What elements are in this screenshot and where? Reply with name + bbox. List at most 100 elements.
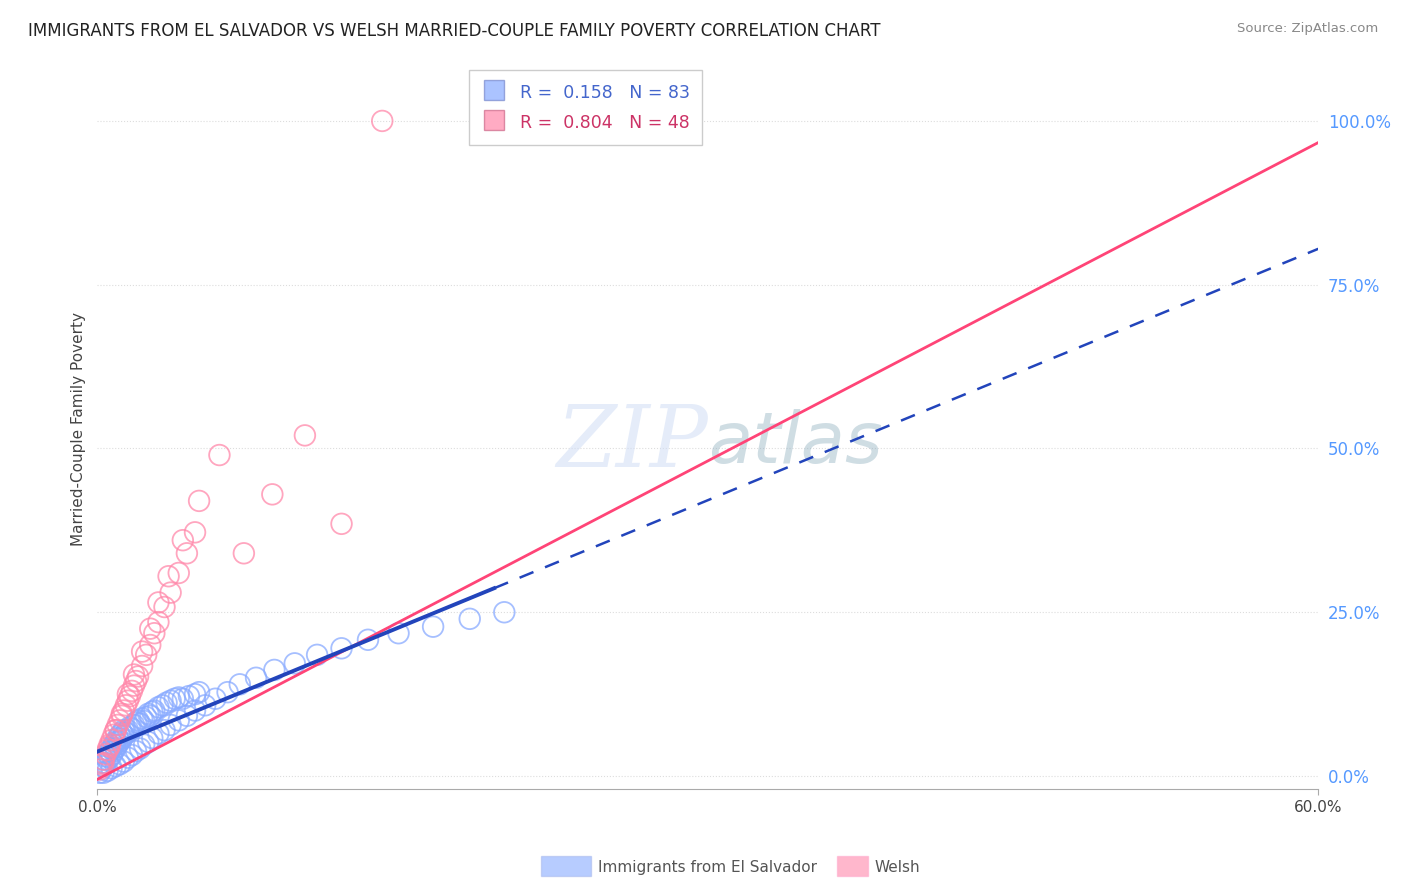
Point xyxy=(100,733,122,747)
Point xyxy=(90,756,112,770)
Point xyxy=(98,744,121,758)
Point xyxy=(93,753,115,767)
Text: Immigrants from El Salvador: Immigrants from El Salvador xyxy=(598,861,817,875)
Point xyxy=(136,735,159,749)
Point xyxy=(125,674,148,689)
Point xyxy=(134,738,156,752)
Point xyxy=(108,728,131,742)
Point xyxy=(294,428,316,442)
Point xyxy=(117,687,139,701)
Point xyxy=(104,735,127,749)
Point xyxy=(148,595,170,609)
Point xyxy=(111,726,134,740)
Point xyxy=(112,704,135,718)
Point xyxy=(330,516,353,531)
Point xyxy=(108,757,131,772)
Point xyxy=(89,765,111,780)
Point xyxy=(357,632,380,647)
Point xyxy=(103,738,125,752)
Point xyxy=(135,710,157,724)
Point xyxy=(155,696,177,710)
Point xyxy=(107,738,129,752)
Point xyxy=(117,723,139,738)
Point xyxy=(262,487,284,501)
Point xyxy=(141,705,163,719)
Point xyxy=(121,722,143,736)
Point xyxy=(159,585,181,599)
Point xyxy=(139,708,162,723)
Point xyxy=(141,731,163,745)
Point xyxy=(118,720,141,734)
Point xyxy=(93,759,115,773)
Point xyxy=(93,765,115,780)
Point xyxy=(107,718,129,732)
Text: atlas: atlas xyxy=(707,409,883,478)
Point xyxy=(307,648,329,662)
Point xyxy=(121,747,143,762)
Text: Welsh: Welsh xyxy=(875,861,920,875)
Point xyxy=(112,723,135,738)
Point xyxy=(143,704,166,718)
Point xyxy=(100,747,122,762)
Point xyxy=(157,569,180,583)
Point xyxy=(96,743,118,757)
Point xyxy=(107,731,129,745)
Point xyxy=(148,726,170,740)
Point xyxy=(284,657,307,671)
Point xyxy=(143,626,166,640)
Point xyxy=(94,756,117,770)
Point xyxy=(125,744,148,758)
Point xyxy=(188,685,211,699)
Point xyxy=(122,718,145,732)
Point xyxy=(184,704,207,718)
Point xyxy=(167,690,190,705)
Point xyxy=(118,689,141,703)
Point xyxy=(90,763,112,777)
Point xyxy=(96,764,118,778)
Point xyxy=(232,546,254,560)
Point xyxy=(117,750,139,764)
Point xyxy=(104,723,127,738)
Point xyxy=(458,612,481,626)
Point xyxy=(104,723,127,738)
Point xyxy=(103,744,125,758)
Point xyxy=(177,689,200,703)
Point xyxy=(93,756,115,770)
Point xyxy=(129,716,152,731)
Point xyxy=(117,694,139,708)
Point xyxy=(167,566,190,580)
Point xyxy=(330,641,353,656)
Legend: R =  0.158   N = 83, R =  0.804   N = 48: R = 0.158 N = 83, R = 0.804 N = 48 xyxy=(470,70,702,145)
Point xyxy=(93,753,115,767)
Point xyxy=(112,755,135,769)
Point xyxy=(148,700,170,714)
Point xyxy=(135,648,157,662)
Point xyxy=(494,605,516,619)
Point xyxy=(100,741,122,756)
Point xyxy=(98,738,121,752)
Point xyxy=(94,749,117,764)
Point xyxy=(172,691,194,706)
Text: IMMIGRANTS FROM EL SALVADOR VS WELSH MARRIED-COUPLE FAMILY POVERTY CORRELATION C: IMMIGRANTS FROM EL SALVADOR VS WELSH MAR… xyxy=(28,22,880,40)
Point xyxy=(139,638,162,652)
Point xyxy=(90,757,112,772)
Point xyxy=(108,714,131,728)
Point xyxy=(103,728,125,742)
Point xyxy=(422,620,444,634)
Point xyxy=(167,714,190,728)
Point xyxy=(263,663,285,677)
Point xyxy=(184,525,207,540)
Point xyxy=(163,691,186,706)
Text: ZIP: ZIP xyxy=(555,402,707,484)
Point xyxy=(96,753,118,767)
Point xyxy=(115,726,138,740)
Point xyxy=(131,659,153,673)
Point xyxy=(139,622,162,636)
Point xyxy=(229,677,252,691)
Point xyxy=(112,728,135,742)
Point xyxy=(111,708,134,723)
Point xyxy=(96,746,118,760)
Point xyxy=(152,698,174,713)
Point xyxy=(111,706,134,721)
Point xyxy=(127,714,149,728)
